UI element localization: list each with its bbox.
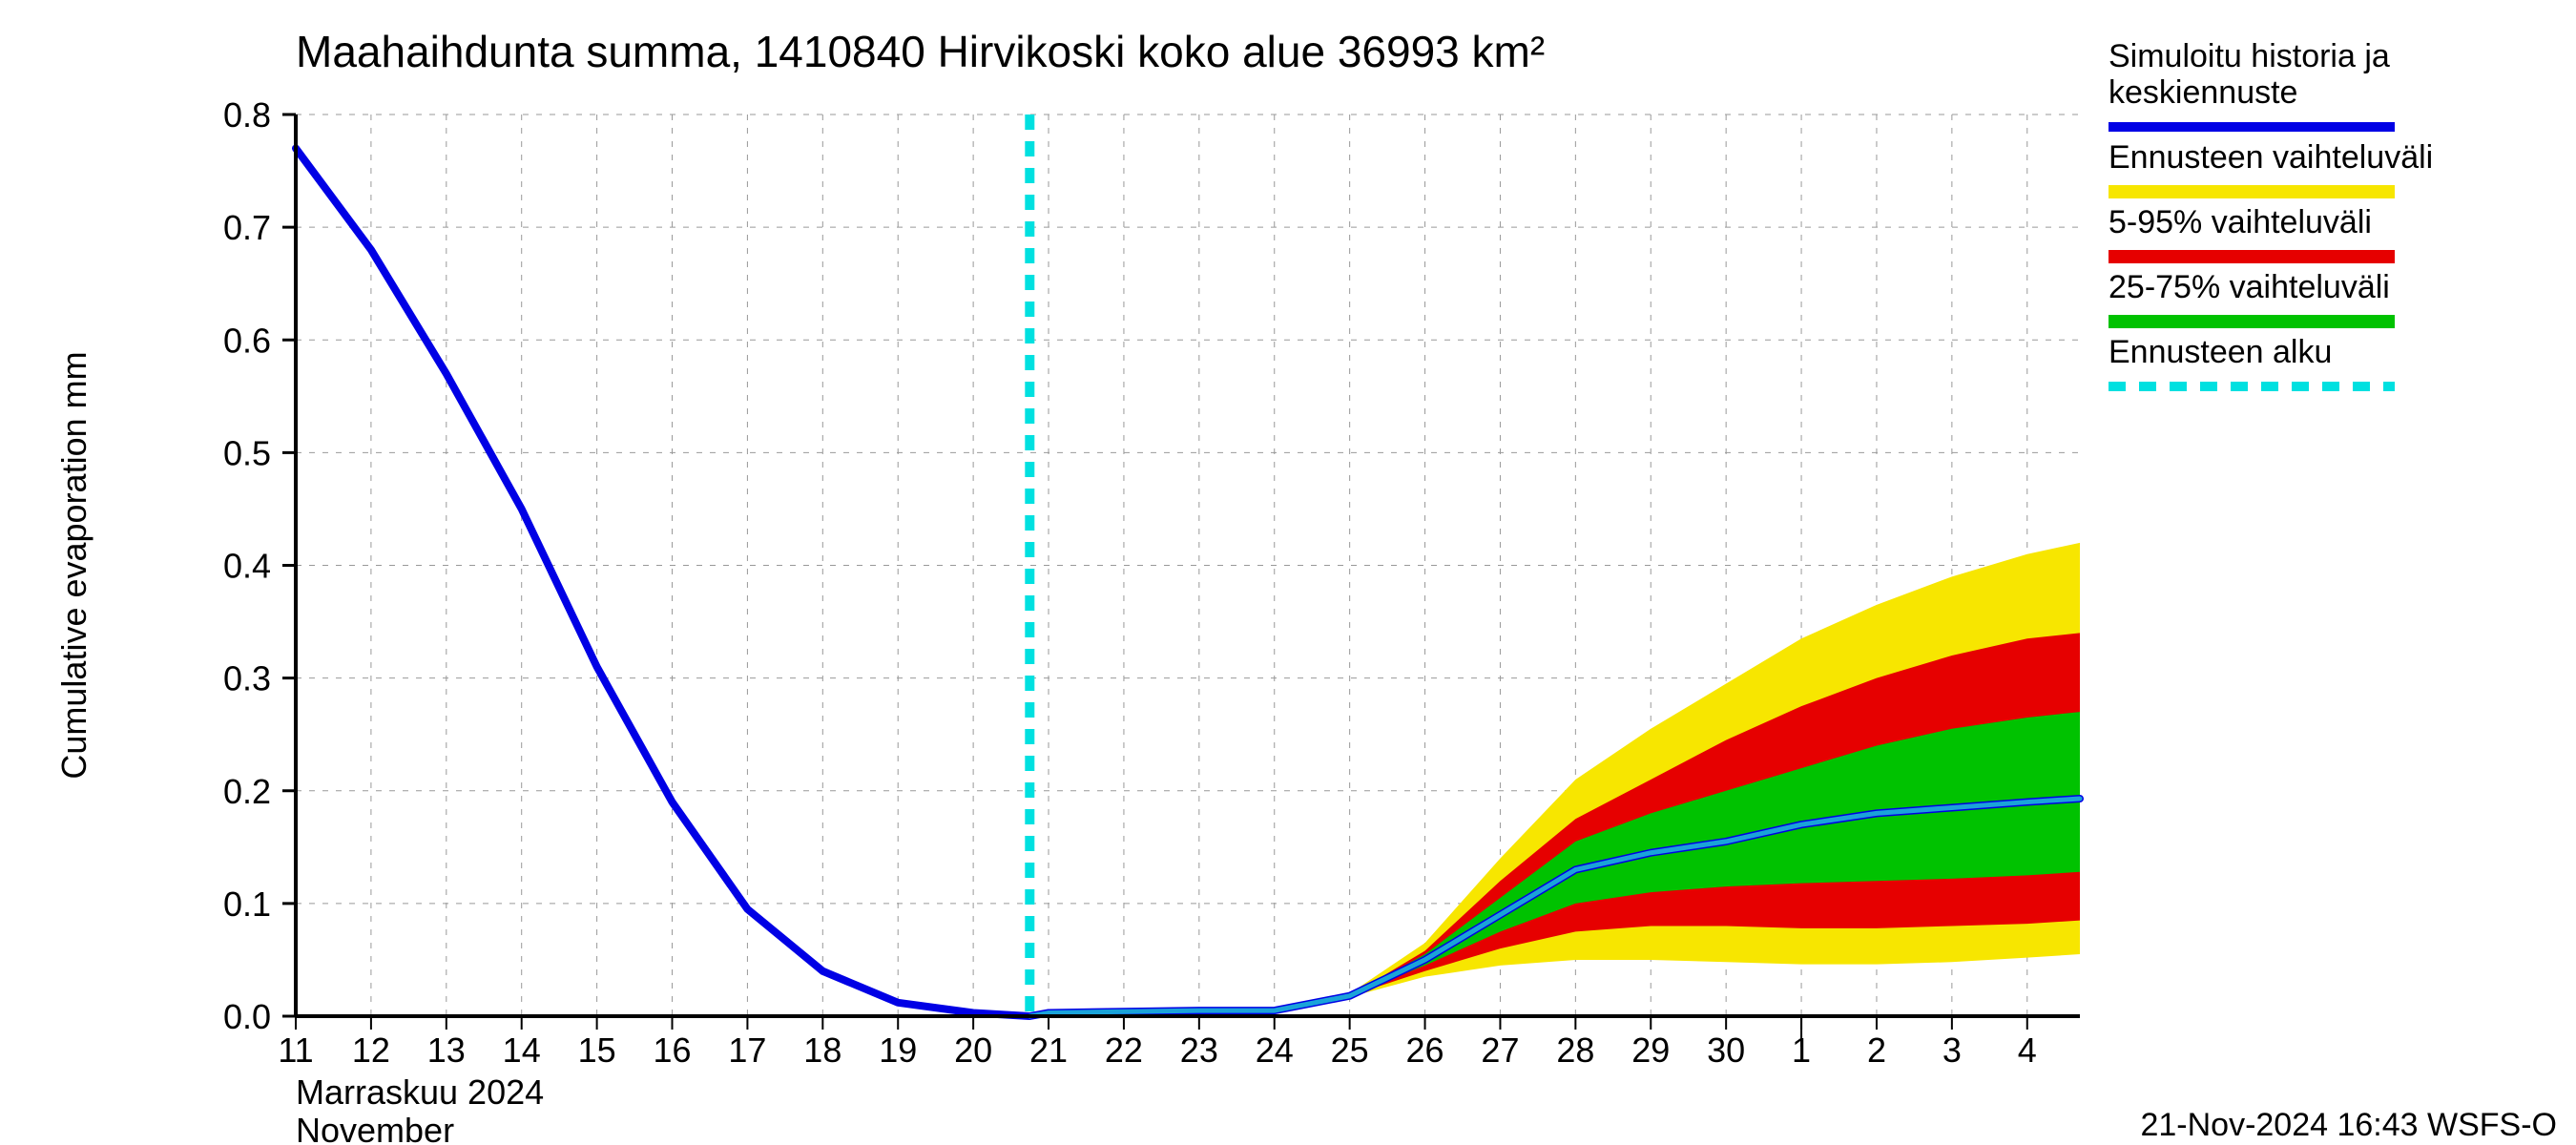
y-tick-label: 0.2 — [223, 772, 271, 811]
y-tick-label: 0.0 — [223, 997, 271, 1036]
x-tick-label: 23 — [1180, 1030, 1218, 1070]
y-tick-label: 0.7 — [223, 208, 271, 247]
x-tick-label: 21 — [1029, 1030, 1068, 1070]
y-tick-label: 0.4 — [223, 547, 271, 586]
x-tick-label: 4 — [2018, 1030, 2037, 1070]
legend-swatch — [2109, 250, 2395, 263]
x-tick-label: 1 — [1792, 1030, 1811, 1070]
month-label-2: November — [296, 1111, 454, 1145]
x-tick-label: 14 — [503, 1030, 541, 1070]
y-axis-label: Cumulative evaporation mm — [54, 351, 93, 779]
y-tick-label: 0.8 — [223, 95, 271, 135]
x-tick-label: 16 — [653, 1030, 691, 1070]
x-tick-label: 11 — [278, 1030, 313, 1070]
x-tick-label: 19 — [879, 1030, 917, 1070]
x-tick-label: 2 — [1867, 1030, 1886, 1070]
x-tick-label: 18 — [803, 1030, 841, 1070]
legend-swatch — [2109, 315, 2395, 328]
x-tick-label: 28 — [1556, 1030, 1594, 1070]
x-tick-label: 15 — [578, 1030, 616, 1070]
x-tick-label: 29 — [1631, 1030, 1670, 1070]
y-tick-label: 0.3 — [223, 659, 271, 698]
x-tick-label: 3 — [1942, 1030, 1962, 1070]
x-tick-label: 26 — [1406, 1030, 1444, 1070]
x-tick-label: 13 — [427, 1030, 466, 1070]
x-tick-label: 17 — [728, 1030, 766, 1070]
chart-title: Maahaihdunta summa, 1410840 Hirvikoski k… — [296, 27, 1545, 76]
y-tick-label: 0.6 — [223, 321, 271, 360]
x-tick-label: 22 — [1105, 1030, 1143, 1070]
legend-label: keskiennuste — [2109, 74, 2297, 111]
legend-label: Ennusteen alku — [2109, 334, 2332, 370]
month-label-1: Marraskuu 2024 — [296, 1072, 544, 1112]
legend-label: Simuloitu historia ja — [2109, 38, 2390, 74]
x-tick-label: 12 — [352, 1030, 390, 1070]
x-tick-label: 20 — [954, 1030, 992, 1070]
footer-timestamp: 21-Nov-2024 16:43 WSFS-O — [2140, 1107, 2557, 1143]
evaporation-forecast-chart: 0.00.10.20.30.40.50.60.70.81112131415161… — [0, 0, 2576, 1145]
y-tick-label: 0.5 — [223, 433, 271, 472]
legend-swatch — [2109, 185, 2395, 198]
x-tick-label: 25 — [1331, 1030, 1369, 1070]
legend-label: Ennusteen vaihteluväli — [2109, 139, 2433, 176]
x-tick-label: 27 — [1481, 1030, 1519, 1070]
y-tick-label: 0.1 — [223, 885, 271, 924]
x-tick-label: 24 — [1256, 1030, 1294, 1070]
legend-label: 25-75% vaihteluväli — [2109, 269, 2390, 305]
legend-label: 5-95% vaihteluväli — [2109, 204, 2372, 240]
x-tick-label: 30 — [1707, 1030, 1745, 1070]
